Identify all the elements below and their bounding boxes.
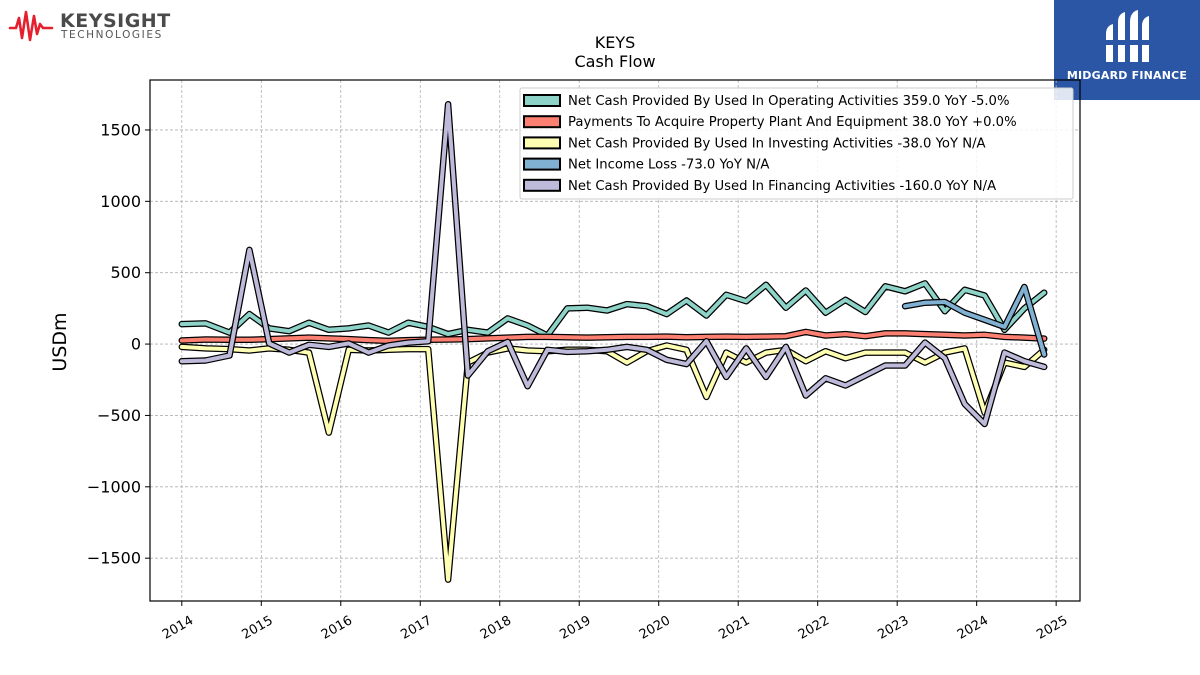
chart-subtitle: Cash Flow	[574, 52, 655, 71]
y-axis-label: USDm	[49, 312, 71, 371]
company-logo: KEYSIGHT TECHNOLOGIES	[8, 6, 183, 46]
x-tick-label: 2024	[955, 613, 991, 643]
legend-swatch	[523, 136, 561, 150]
keysight-wave-icon	[8, 10, 54, 42]
legend-swatch	[523, 178, 561, 192]
series-5	[178, 101, 1048, 428]
plot-frame	[149, 79, 1081, 602]
series-1	[178, 280, 1048, 339]
legend-label: Net Income Loss -73.0 YoY N/A	[568, 158, 769, 173]
legend: Net Cash Provided By Used In Operating A…	[519, 87, 1074, 200]
y-tick-label: 1500	[100, 120, 141, 139]
legend-label: Net Cash Provided By Used In Operating A…	[568, 94, 1009, 109]
x-tick-label: 2017	[398, 613, 434, 643]
legend-box	[519, 87, 1074, 200]
series-line	[179, 343, 1047, 582]
x-tick-label: 2018	[478, 613, 514, 643]
series-lines	[178, 101, 1048, 583]
y-tick-label: 0	[131, 335, 141, 354]
midgard-m-icon	[1104, 10, 1151, 62]
legend-label: Net Cash Provided By Used In Financing A…	[568, 179, 996, 194]
y-tick-label: 500	[110, 263, 141, 282]
company-name: KEYSIGHT	[60, 10, 171, 32]
x-tick-label: 2025	[1034, 613, 1070, 643]
x-tick-label: 2015	[239, 613, 275, 643]
legend-swatch	[523, 115, 561, 129]
x-tick-label: 2021	[716, 613, 752, 643]
x-tick-label: 2016	[319, 613, 355, 643]
x-tick-label: 2023	[875, 613, 911, 643]
legend-label: Payments To Acquire Property Plant And E…	[568, 115, 1017, 130]
legend-label: Net Cash Provided By Used In Investing A…	[568, 136, 986, 151]
y-tick-label: −1500	[87, 549, 141, 568]
series-3	[178, 342, 1048, 583]
x-tick-label: 2014	[160, 613, 196, 643]
x-tick-label: 2020	[637, 613, 673, 643]
x-tick-label: 2019	[557, 613, 593, 643]
series-outline	[178, 342, 1048, 583]
series-2	[178, 328, 1048, 345]
series-line	[179, 329, 1047, 343]
y-tick-label: 1000	[100, 192, 141, 211]
partner-name: MIDGARD FINANCE	[1066, 69, 1188, 82]
x-tick-label: 2022	[796, 613, 832, 643]
y-tick-label: −1000	[87, 477, 141, 496]
series-line	[179, 102, 1047, 426]
legend-swatch	[523, 157, 561, 171]
partner-logo: MIDGARD FINANCE	[1054, 0, 1200, 100]
series-line	[903, 285, 1047, 357]
chart-title: KEYS	[595, 33, 636, 52]
y-tick-label: −500	[97, 406, 141, 425]
legend-swatch	[523, 94, 561, 107]
company-subtitle: TECHNOLOGIES	[61, 29, 163, 41]
series-4	[901, 283, 1048, 358]
series-line	[179, 281, 1047, 338]
